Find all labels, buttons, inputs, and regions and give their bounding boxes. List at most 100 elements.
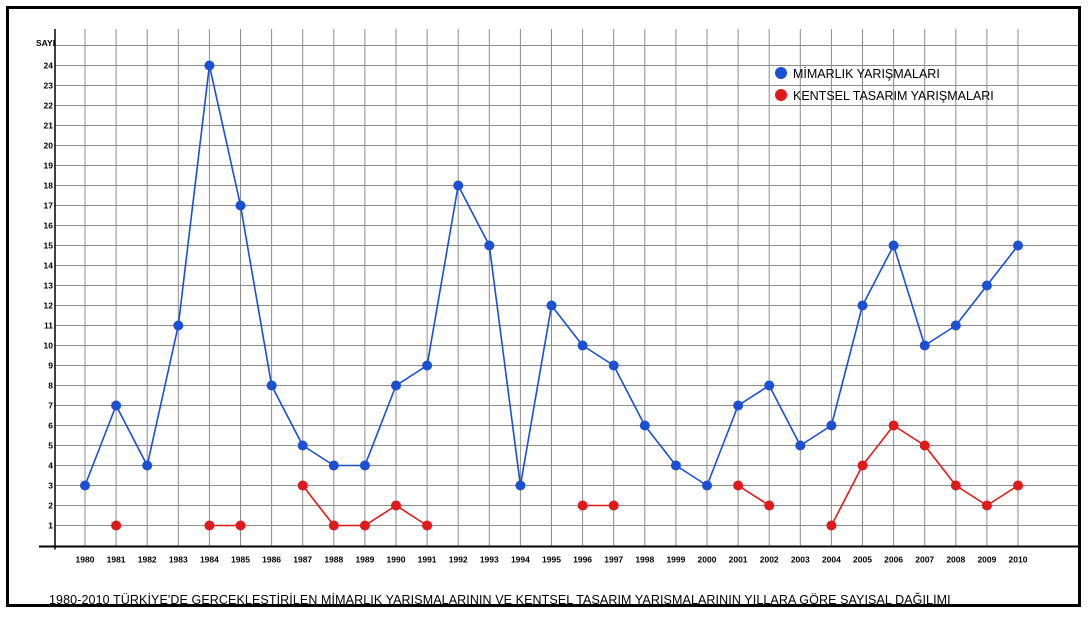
x-tick-label: 2008 <box>946 555 965 565</box>
data-point <box>204 520 215 531</box>
data-point <box>515 480 526 491</box>
legend-marker-mimarlik <box>775 67 787 79</box>
series-line-segment <box>892 245 926 346</box>
data-point <box>764 500 775 511</box>
y-tick-label: 10 <box>44 341 54 351</box>
x-tick-label: 2001 <box>729 555 748 565</box>
data-point <box>826 520 837 531</box>
series-1 <box>111 420 1023 531</box>
data-point <box>328 460 339 471</box>
y-tick-label: 17 <box>44 201 54 211</box>
data-point <box>80 480 90 491</box>
y-tick-label: 21 <box>44 121 54 131</box>
x-tick-label: 2009 <box>977 555 996 565</box>
series-line-segment <box>177 65 211 326</box>
series-line-segment <box>239 205 273 386</box>
data-point <box>546 300 557 311</box>
series-line-segment <box>395 364 428 387</box>
x-tick-label: 2007 <box>915 555 934 565</box>
x-tick-label: 1982 <box>138 555 157 565</box>
series-line-segment <box>302 485 335 526</box>
y-tick-label: 1 <box>48 521 53 531</box>
y-tick-label: 20 <box>44 141 54 151</box>
x-tick-label: 1994 <box>511 555 530 565</box>
data-point <box>888 420 899 431</box>
chart-title: 1980-2010 TÜRKİYE'DE GERÇEKLEŞTİRİLEN Mİ… <box>49 593 951 607</box>
data-point <box>608 500 619 511</box>
y-tick-label: 22 <box>44 101 54 111</box>
data-point <box>857 460 868 471</box>
series-line-segment <box>706 405 739 486</box>
series-line-segment <box>924 324 957 347</box>
legend-label-mimarlik: MİMARLIK YARIŞMALARI <box>793 67 940 81</box>
y-tick-label: 11 <box>44 321 53 331</box>
x-tick-label: 1997 <box>604 555 623 565</box>
y-tick-label: 6 <box>48 421 53 431</box>
y-tick-label: 24 <box>44 61 54 71</box>
series-line-segment <box>955 484 988 507</box>
series-group <box>80 60 1023 531</box>
y-tick-label: 23 <box>44 81 54 91</box>
series-line-segment <box>861 425 895 466</box>
x-tick-label: 1985 <box>231 555 250 565</box>
y-tick-label: 16 <box>44 221 54 231</box>
y-tick-label: 4 <box>48 461 53 471</box>
data-point <box>266 380 277 391</box>
data-point <box>950 320 961 331</box>
series-line-segment <box>146 325 180 466</box>
data-point <box>235 520 246 531</box>
data-point <box>204 60 215 71</box>
data-point <box>1013 240 1023 251</box>
y-tick-label: 12 <box>44 301 54 311</box>
data-point <box>328 520 339 531</box>
series-line-segment <box>768 385 802 446</box>
data-point <box>297 480 308 491</box>
series-line-segment <box>364 504 397 527</box>
data-point <box>391 500 401 511</box>
series-0 <box>80 60 1023 491</box>
data-point <box>826 420 837 431</box>
series-line-segment <box>302 444 335 467</box>
data-point <box>359 520 370 531</box>
y-tick-label: 3 <box>48 481 53 491</box>
series-line-segment <box>582 344 615 367</box>
x-tick-label: 1999 <box>666 555 685 565</box>
x-tick-label: 2005 <box>853 555 872 565</box>
y-tick-label: 8 <box>48 381 53 391</box>
data-point <box>142 460 153 471</box>
y-tick-label: 5 <box>48 441 53 451</box>
data-point <box>702 480 712 491</box>
series-line-segment <box>737 484 770 507</box>
series-line-segment <box>395 504 428 527</box>
data-point <box>795 440 806 451</box>
data-point <box>764 380 775 391</box>
data-point <box>857 300 868 311</box>
data-point <box>888 240 899 251</box>
x-tick-label: 2003 <box>791 555 810 565</box>
x-tick-label: 1998 <box>635 555 654 565</box>
data-point <box>919 440 930 451</box>
data-point <box>981 500 992 511</box>
series-line-segment <box>861 245 895 306</box>
y-tick-label: 14 <box>44 261 54 271</box>
series-line-segment <box>986 245 1019 286</box>
y-tick-label: 9 <box>48 361 53 371</box>
series-line-segment <box>426 185 459 366</box>
y-tick-label: 18 <box>44 181 54 191</box>
series-line-segment <box>955 285 988 326</box>
line-chart: SAYI 12345678910111213141516171819202122… <box>36 29 1078 565</box>
data-point <box>919 340 930 351</box>
axes <box>39 29 1078 550</box>
series-line-segment <box>644 425 677 466</box>
series-line-segment <box>270 385 304 446</box>
x-tick-label: 1993 <box>480 555 499 565</box>
x-tick-label: 2002 <box>760 555 779 565</box>
x-tick-label: 1983 <box>169 555 188 565</box>
data-point <box>391 380 401 391</box>
x-tick-label: 1992 <box>449 555 468 565</box>
data-point <box>173 320 184 331</box>
series-line-segment <box>737 384 770 407</box>
y-tick-label: 19 <box>44 161 54 171</box>
data-point <box>484 240 495 251</box>
